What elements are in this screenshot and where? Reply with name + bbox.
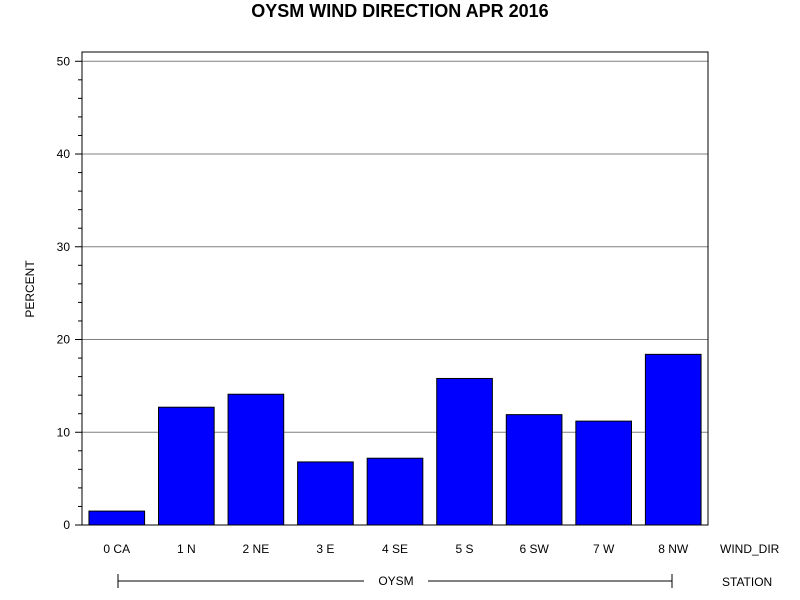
station-label: STATION — [722, 575, 772, 589]
x-tick-label: 4 SE — [382, 542, 408, 556]
x-tick-label: 2 NE — [243, 542, 270, 556]
bar-3 — [297, 461, 354, 526]
bars — [88, 353, 702, 526]
bar-1 — [158, 406, 215, 526]
bar-7 — [575, 420, 632, 526]
x-tick-label: 7 W — [593, 542, 615, 556]
x-tick-label: 8 NW — [658, 542, 689, 556]
x-axis: 0 CA 1 N 2 NE 3 E 4 SE 5 S 6 SW 7 W 8 NW — [103, 542, 688, 556]
y-tick-label: 20 — [57, 333, 71, 347]
x-axis-label: WIND_DIR — [720, 542, 780, 556]
y-axis: 0 10 20 30 40 50 — [57, 54, 82, 532]
station-name: OYSM — [378, 574, 413, 588]
x-tick-label: 1 N — [177, 542, 196, 556]
y-tick-label: 0 — [63, 518, 70, 532]
bar-4 — [366, 457, 424, 526]
x-tick-label: 0 CA — [103, 542, 130, 556]
y-tick-label: 30 — [57, 240, 71, 254]
bar-5 — [436, 377, 493, 526]
x-tick-label: 6 SW — [519, 542, 549, 556]
bar-8 — [644, 353, 702, 526]
gridlines — [82, 60, 708, 433]
y-tick-label: 10 — [57, 425, 71, 439]
bar-6 — [505, 414, 563, 526]
bar-0 — [88, 510, 146, 526]
y-tick-label: 40 — [57, 147, 71, 161]
y-axis-label: PERCENT — [23, 260, 37, 318]
x-tick-label: 3 E — [316, 542, 334, 556]
x-tick-label: 5 S — [456, 542, 474, 556]
station-group: OYSM — [117, 574, 673, 588]
chart-title: OYSM WIND DIRECTION APR 2016 — [251, 1, 548, 21]
plot-frame — [81, 51, 709, 526]
y-tick-label: 50 — [57, 54, 71, 68]
bar-2 — [227, 393, 285, 526]
